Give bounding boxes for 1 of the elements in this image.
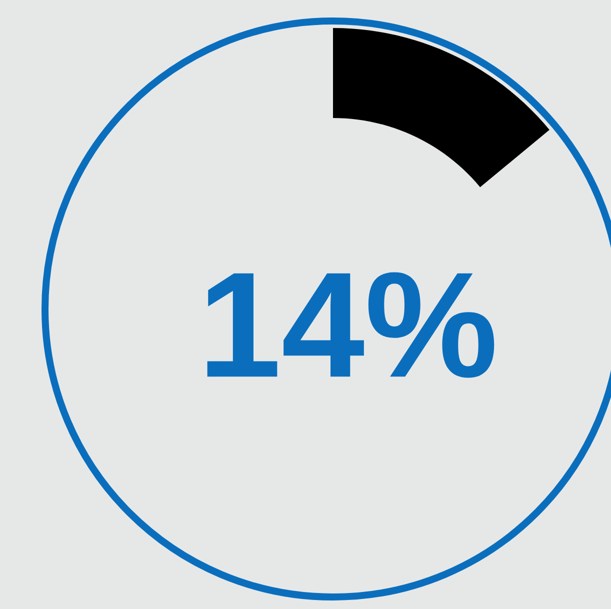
text: 14%	[207, 272, 494, 378]
